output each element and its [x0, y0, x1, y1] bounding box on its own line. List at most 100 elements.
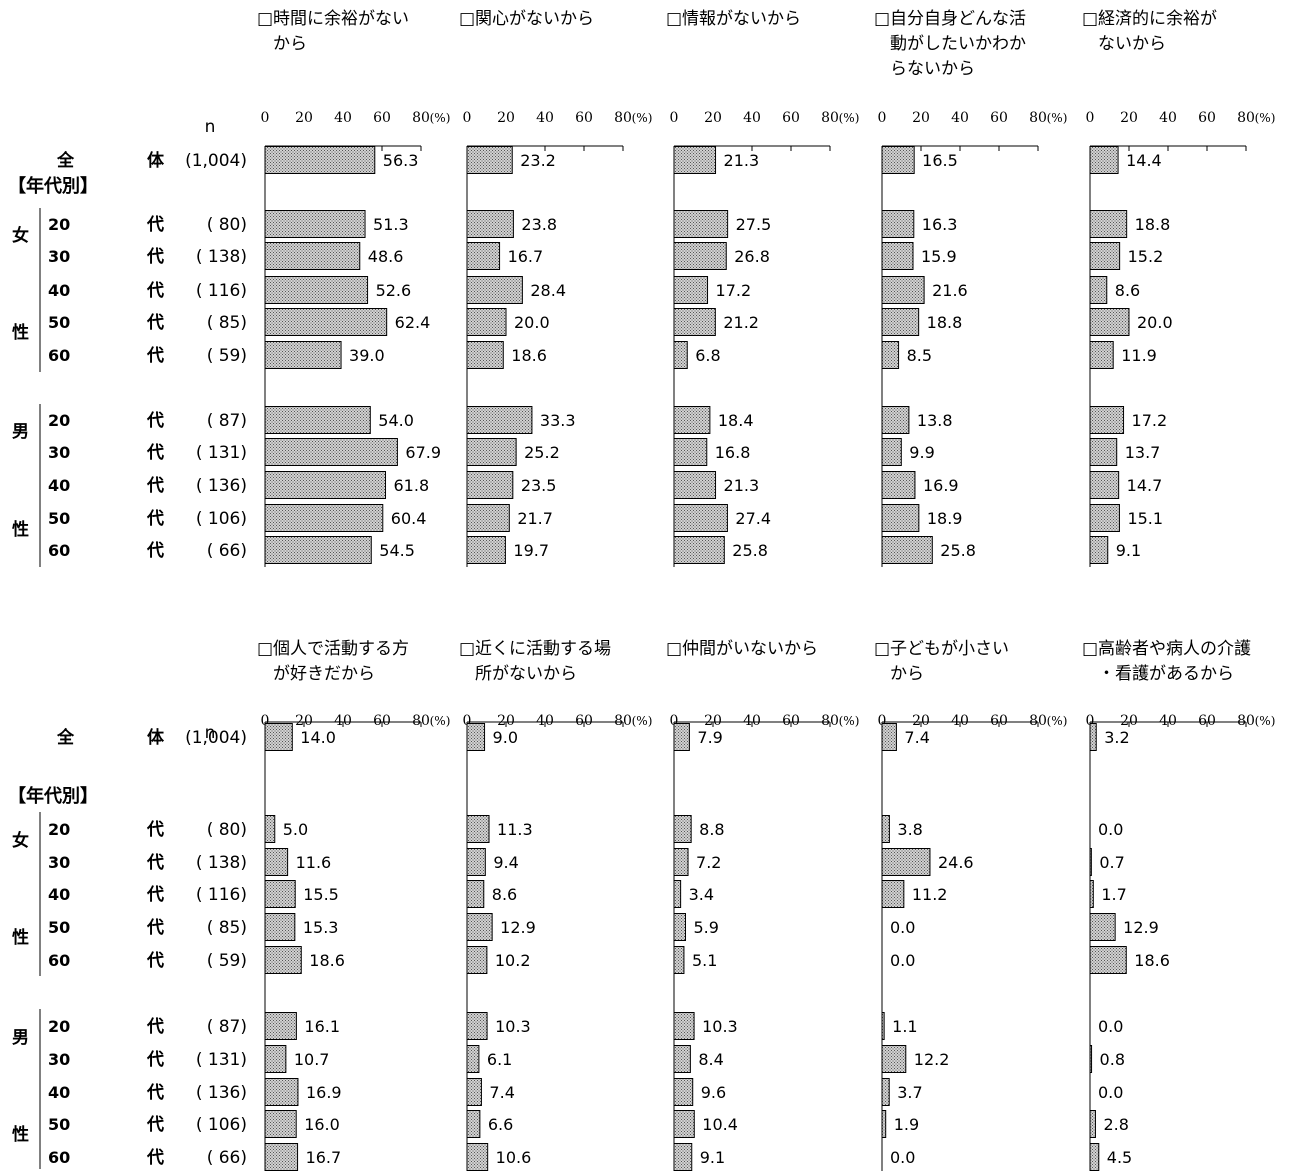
- row-label: 50: [48, 509, 70, 528]
- bar: [466, 536, 506, 564]
- data-label: 10.3: [495, 1017, 531, 1036]
- panel-title: 所がないから: [475, 664, 577, 684]
- data-label: 11.9: [1121, 346, 1157, 365]
- data-label: 12.2: [914, 1050, 950, 1069]
- bar: [264, 210, 366, 238]
- data-label: 9.1: [1116, 541, 1141, 560]
- row-label: 代: [146, 917, 164, 938]
- data-label: 9.6: [701, 1083, 726, 1102]
- data-label: 10.6: [496, 1148, 532, 1167]
- bar: [881, 504, 920, 532]
- data-label: 5.0: [283, 820, 308, 839]
- tick-label: 0: [670, 713, 679, 729]
- bar: [264, 815, 276, 843]
- data-label: 18.8: [927, 313, 963, 332]
- data-label: 16.9: [306, 1083, 342, 1102]
- row-label: 40: [48, 281, 70, 300]
- bar: [881, 210, 915, 238]
- data-label: 33.3: [540, 411, 576, 430]
- data-label: 10.2: [495, 951, 531, 970]
- data-label: 54.0: [378, 411, 414, 430]
- bar: [466, 880, 485, 908]
- group-label: 女: [12, 830, 29, 851]
- data-label: 0.7: [1099, 853, 1124, 872]
- tick-label: 40: [743, 110, 761, 126]
- data-label: 12.9: [500, 918, 536, 937]
- data-label: 5.9: [694, 918, 719, 937]
- data-label: 7.2: [696, 853, 721, 872]
- bar: [264, 341, 342, 369]
- row-label: 全: [56, 727, 75, 748]
- bar: [1089, 880, 1094, 908]
- bar: [673, 471, 717, 499]
- bar: [264, 308, 388, 336]
- data-label: 28.4: [530, 281, 566, 300]
- bar: [466, 815, 490, 843]
- data-label: 1.1: [892, 1017, 917, 1036]
- panel-title: 動がしたいかわか: [890, 34, 1026, 54]
- data-label: 21.3: [724, 151, 760, 170]
- row-label: 代: [146, 280, 164, 301]
- row-label: 代: [146, 1147, 164, 1168]
- panel-title: □自分自身どんな活: [874, 9, 1026, 29]
- bar: [466, 1143, 489, 1171]
- row-label: 50: [48, 1115, 70, 1134]
- panel-title: から: [273, 34, 307, 54]
- bar: [673, 504, 728, 532]
- data-label: 17.2: [1132, 411, 1168, 430]
- data-label: 8.4: [698, 1050, 723, 1069]
- row-n: (1,004): [185, 728, 247, 748]
- bar: [264, 504, 384, 532]
- n-header: n: [205, 117, 216, 137]
- data-label: 0.0: [890, 1148, 915, 1167]
- row-n: ( 87): [207, 411, 247, 431]
- row-n: ( 66): [207, 1148, 247, 1168]
- row-label: 30: [48, 247, 70, 266]
- data-label: 10.7: [294, 1050, 330, 1069]
- group-label: 女: [12, 225, 29, 246]
- row-n: ( 116): [196, 281, 247, 301]
- bar: [264, 146, 376, 174]
- row-label: 20: [48, 1017, 70, 1036]
- row-label: 20: [48, 215, 70, 234]
- data-label: 21.6: [932, 281, 968, 300]
- bar: [264, 1045, 287, 1073]
- tick-label: 60: [990, 713, 1008, 729]
- bar: [673, 848, 689, 876]
- bar: [1089, 242, 1121, 270]
- row-n: ( 80): [207, 215, 247, 235]
- panel-title: □情報がないから: [666, 9, 801, 29]
- group-label: 性: [12, 322, 29, 343]
- bar: [466, 723, 486, 751]
- bar: [264, 848, 289, 876]
- data-label: 6.6: [488, 1115, 513, 1134]
- tick-label: 60: [373, 713, 391, 729]
- bar: [673, 1045, 691, 1073]
- row-n: ( 59): [207, 346, 247, 366]
- bar: [264, 406, 371, 434]
- row-label: 60: [48, 541, 70, 560]
- bar: [264, 536, 372, 564]
- group-label: 性: [12, 1124, 29, 1145]
- row-label: 代: [146, 1016, 164, 1037]
- bar: [1089, 210, 1128, 238]
- bar: [1089, 1045, 1093, 1073]
- data-label: 15.3: [303, 918, 339, 937]
- tick-label: 20: [295, 713, 313, 729]
- unit-label: (%): [1047, 714, 1068, 728]
- unit-label: (%): [430, 714, 451, 728]
- unit-label: (%): [632, 714, 653, 728]
- bar: [673, 1078, 694, 1106]
- bar: [1089, 341, 1114, 369]
- bar: [673, 276, 709, 304]
- data-label: 6.8: [695, 346, 720, 365]
- unit-label: (%): [839, 111, 860, 125]
- data-label: 6.1: [487, 1050, 512, 1069]
- tick-label: 80: [412, 713, 430, 729]
- data-label: 4.5: [1107, 1148, 1132, 1167]
- data-label: 20.0: [1137, 313, 1173, 332]
- data-label: 2.8: [1103, 1115, 1128, 1134]
- data-label: 16.7: [306, 1148, 342, 1167]
- row-label: 20: [48, 820, 70, 839]
